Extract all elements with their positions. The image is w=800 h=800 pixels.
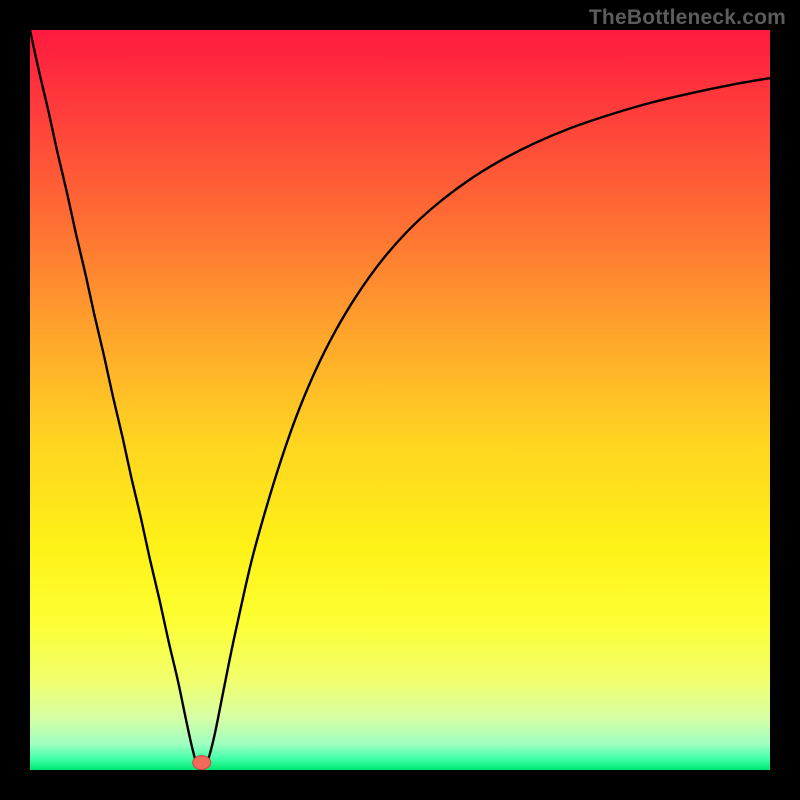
- chart-frame: TheBottleneck.com: [0, 0, 800, 800]
- watermark-text: TheBottleneck.com: [589, 6, 786, 30]
- plot-area: [30, 30, 770, 770]
- minimum-marker: [193, 756, 211, 770]
- bottleneck-curve: [30, 30, 770, 770]
